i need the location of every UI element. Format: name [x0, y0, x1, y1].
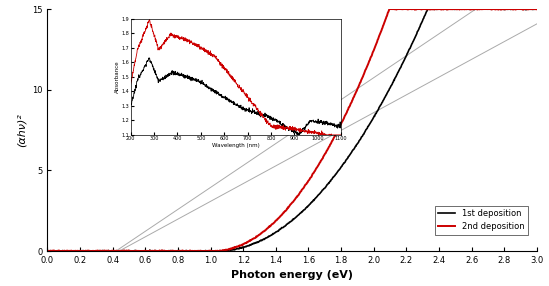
2nd deposition [44, 249, 51, 253]
1st deposition [243, 245, 249, 248]
2nd deposition [243, 241, 249, 245]
1st deposition [427, 8, 433, 11]
1st deposition [380, 98, 387, 101]
Line: 1st deposition: 1st deposition [47, 9, 537, 251]
1st deposition [44, 249, 51, 253]
2nd deposition [386, 7, 393, 11]
1st deposition [426, 7, 433, 11]
1st deposition [435, 7, 442, 11]
2nd deposition [427, 7, 433, 11]
Line: 2nd deposition: 2nd deposition [47, 9, 537, 251]
1st deposition [44, 249, 51, 253]
Y-axis label: (αhν)²: (αhν)² [16, 113, 26, 147]
2nd deposition [94, 249, 101, 253]
1st deposition [534, 7, 540, 11]
2nd deposition [380, 22, 387, 25]
Legend: 1st deposition, 2nd deposition: 1st deposition, 2nd deposition [435, 206, 528, 235]
X-axis label: Photon energy (eV): Photon energy (eV) [231, 271, 353, 281]
2nd deposition [46, 249, 52, 253]
2nd deposition [534, 7, 540, 11]
2nd deposition [435, 7, 442, 11]
2nd deposition [260, 230, 267, 233]
1st deposition [260, 238, 267, 241]
1st deposition [94, 249, 101, 253]
